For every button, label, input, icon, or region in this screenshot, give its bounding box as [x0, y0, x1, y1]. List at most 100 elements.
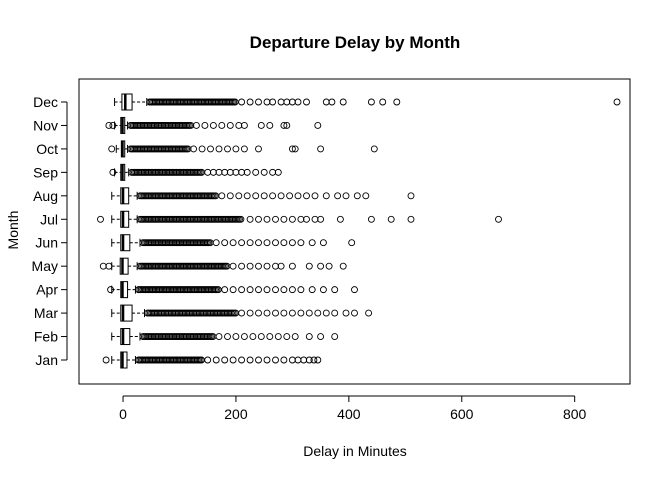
outlier-point — [365, 309, 373, 317]
outlier-point — [105, 122, 113, 129]
y-tick-label: Mar — [34, 305, 58, 321]
outlier-point — [303, 192, 310, 200]
outlier-point — [260, 192, 268, 200]
outlier-point — [240, 145, 248, 153]
outlier-point — [107, 286, 115, 294]
outlier-point — [300, 356, 308, 364]
outlier-point — [221, 356, 229, 364]
outlier-point — [263, 286, 271, 294]
chart-title: Departure Delay by Month — [250, 33, 461, 52]
outlier-point — [255, 98, 262, 106]
y-tick-label: Dec — [33, 94, 58, 110]
outlier-point — [310, 356, 318, 364]
outlier-point — [328, 98, 336, 106]
outlier-point — [353, 192, 361, 200]
outlier-point — [336, 215, 344, 223]
outlier-point — [215, 333, 223, 340]
outlier-point — [255, 356, 262, 364]
outlier-point — [272, 262, 279, 270]
outlier-point — [288, 215, 296, 223]
x-tick-label: 0 — [119, 406, 127, 422]
outlier-point — [348, 239, 356, 247]
outlier-point — [319, 239, 327, 247]
outlier-point — [260, 168, 268, 176]
outlier-point — [319, 286, 327, 294]
x-tick-label: 800 — [563, 406, 587, 422]
outlier-point — [297, 239, 305, 247]
outlier-point — [204, 356, 212, 364]
outlier-point — [238, 286, 246, 294]
outlier-point — [221, 239, 229, 247]
x-tick-label: 200 — [224, 406, 248, 422]
outlier-point — [238, 356, 246, 364]
outlier-point — [362, 192, 370, 200]
outlier-point — [342, 192, 350, 200]
outlier-point — [277, 262, 285, 270]
outlier-point — [255, 262, 262, 270]
outlier-point — [288, 286, 296, 294]
outlier-point — [288, 145, 296, 153]
outlier-point — [272, 356, 279, 364]
outlier-point — [331, 286, 339, 294]
outlier-point — [246, 98, 254, 106]
outlier-point — [291, 333, 299, 340]
outlier-point — [257, 333, 265, 340]
outlier-point — [263, 356, 271, 364]
outlier-point — [269, 192, 277, 200]
outlier-point — [99, 262, 107, 270]
outlier-point — [280, 215, 288, 223]
outlier-point — [317, 145, 325, 153]
outlier-point — [218, 192, 226, 200]
outlier-point — [221, 168, 229, 176]
iqr-box — [120, 328, 131, 346]
outlier-point — [305, 309, 313, 317]
outlier-point — [308, 286, 316, 294]
iqr-box — [119, 257, 129, 275]
outlier-point — [209, 168, 217, 176]
outlier-point — [303, 215, 310, 223]
outlier-point — [109, 122, 117, 129]
outlier-point — [283, 98, 291, 106]
outlier-point — [288, 98, 296, 106]
y-tick-label: Nov — [33, 117, 58, 133]
outlier-point — [274, 333, 282, 340]
outlier-point — [266, 122, 274, 129]
outlier-point — [288, 356, 296, 364]
outlier-point — [370, 145, 378, 153]
outlier-point — [224, 145, 231, 153]
outlier-point — [237, 215, 245, 223]
outlier-point — [246, 262, 254, 270]
outlier-point — [269, 98, 277, 106]
x-tick-label: 400 — [337, 406, 361, 422]
outlier-point — [109, 168, 117, 176]
outlier-point — [277, 98, 285, 106]
y-tick-label: Aug — [33, 188, 58, 204]
outlier-point — [221, 286, 229, 294]
outlier-point — [288, 262, 296, 270]
x-tick-label: 600 — [450, 406, 474, 422]
outlier-point — [495, 215, 502, 223]
outlier-point — [192, 122, 200, 129]
outlier-point — [102, 356, 110, 364]
y-tick-label: May — [32, 258, 58, 274]
outlier-point — [226, 122, 234, 129]
outlier-point — [226, 168, 234, 176]
outlier-point — [246, 356, 254, 364]
outlier-point — [311, 215, 319, 223]
outlier-point — [283, 333, 291, 340]
outlier-point — [339, 98, 347, 106]
outlier-point — [379, 98, 387, 106]
outlier-point — [280, 356, 288, 364]
outlier-point — [105, 262, 113, 270]
outlier-point — [212, 356, 220, 364]
outlier-point — [322, 98, 330, 106]
outlier-point — [297, 215, 305, 223]
outlier-point — [407, 215, 415, 223]
outlier-point — [288, 309, 296, 317]
outlier-point — [280, 309, 288, 317]
outlier-point — [229, 356, 237, 364]
outlier-point — [351, 286, 358, 294]
outlier-point — [277, 192, 285, 200]
outlier-point — [198, 145, 206, 153]
